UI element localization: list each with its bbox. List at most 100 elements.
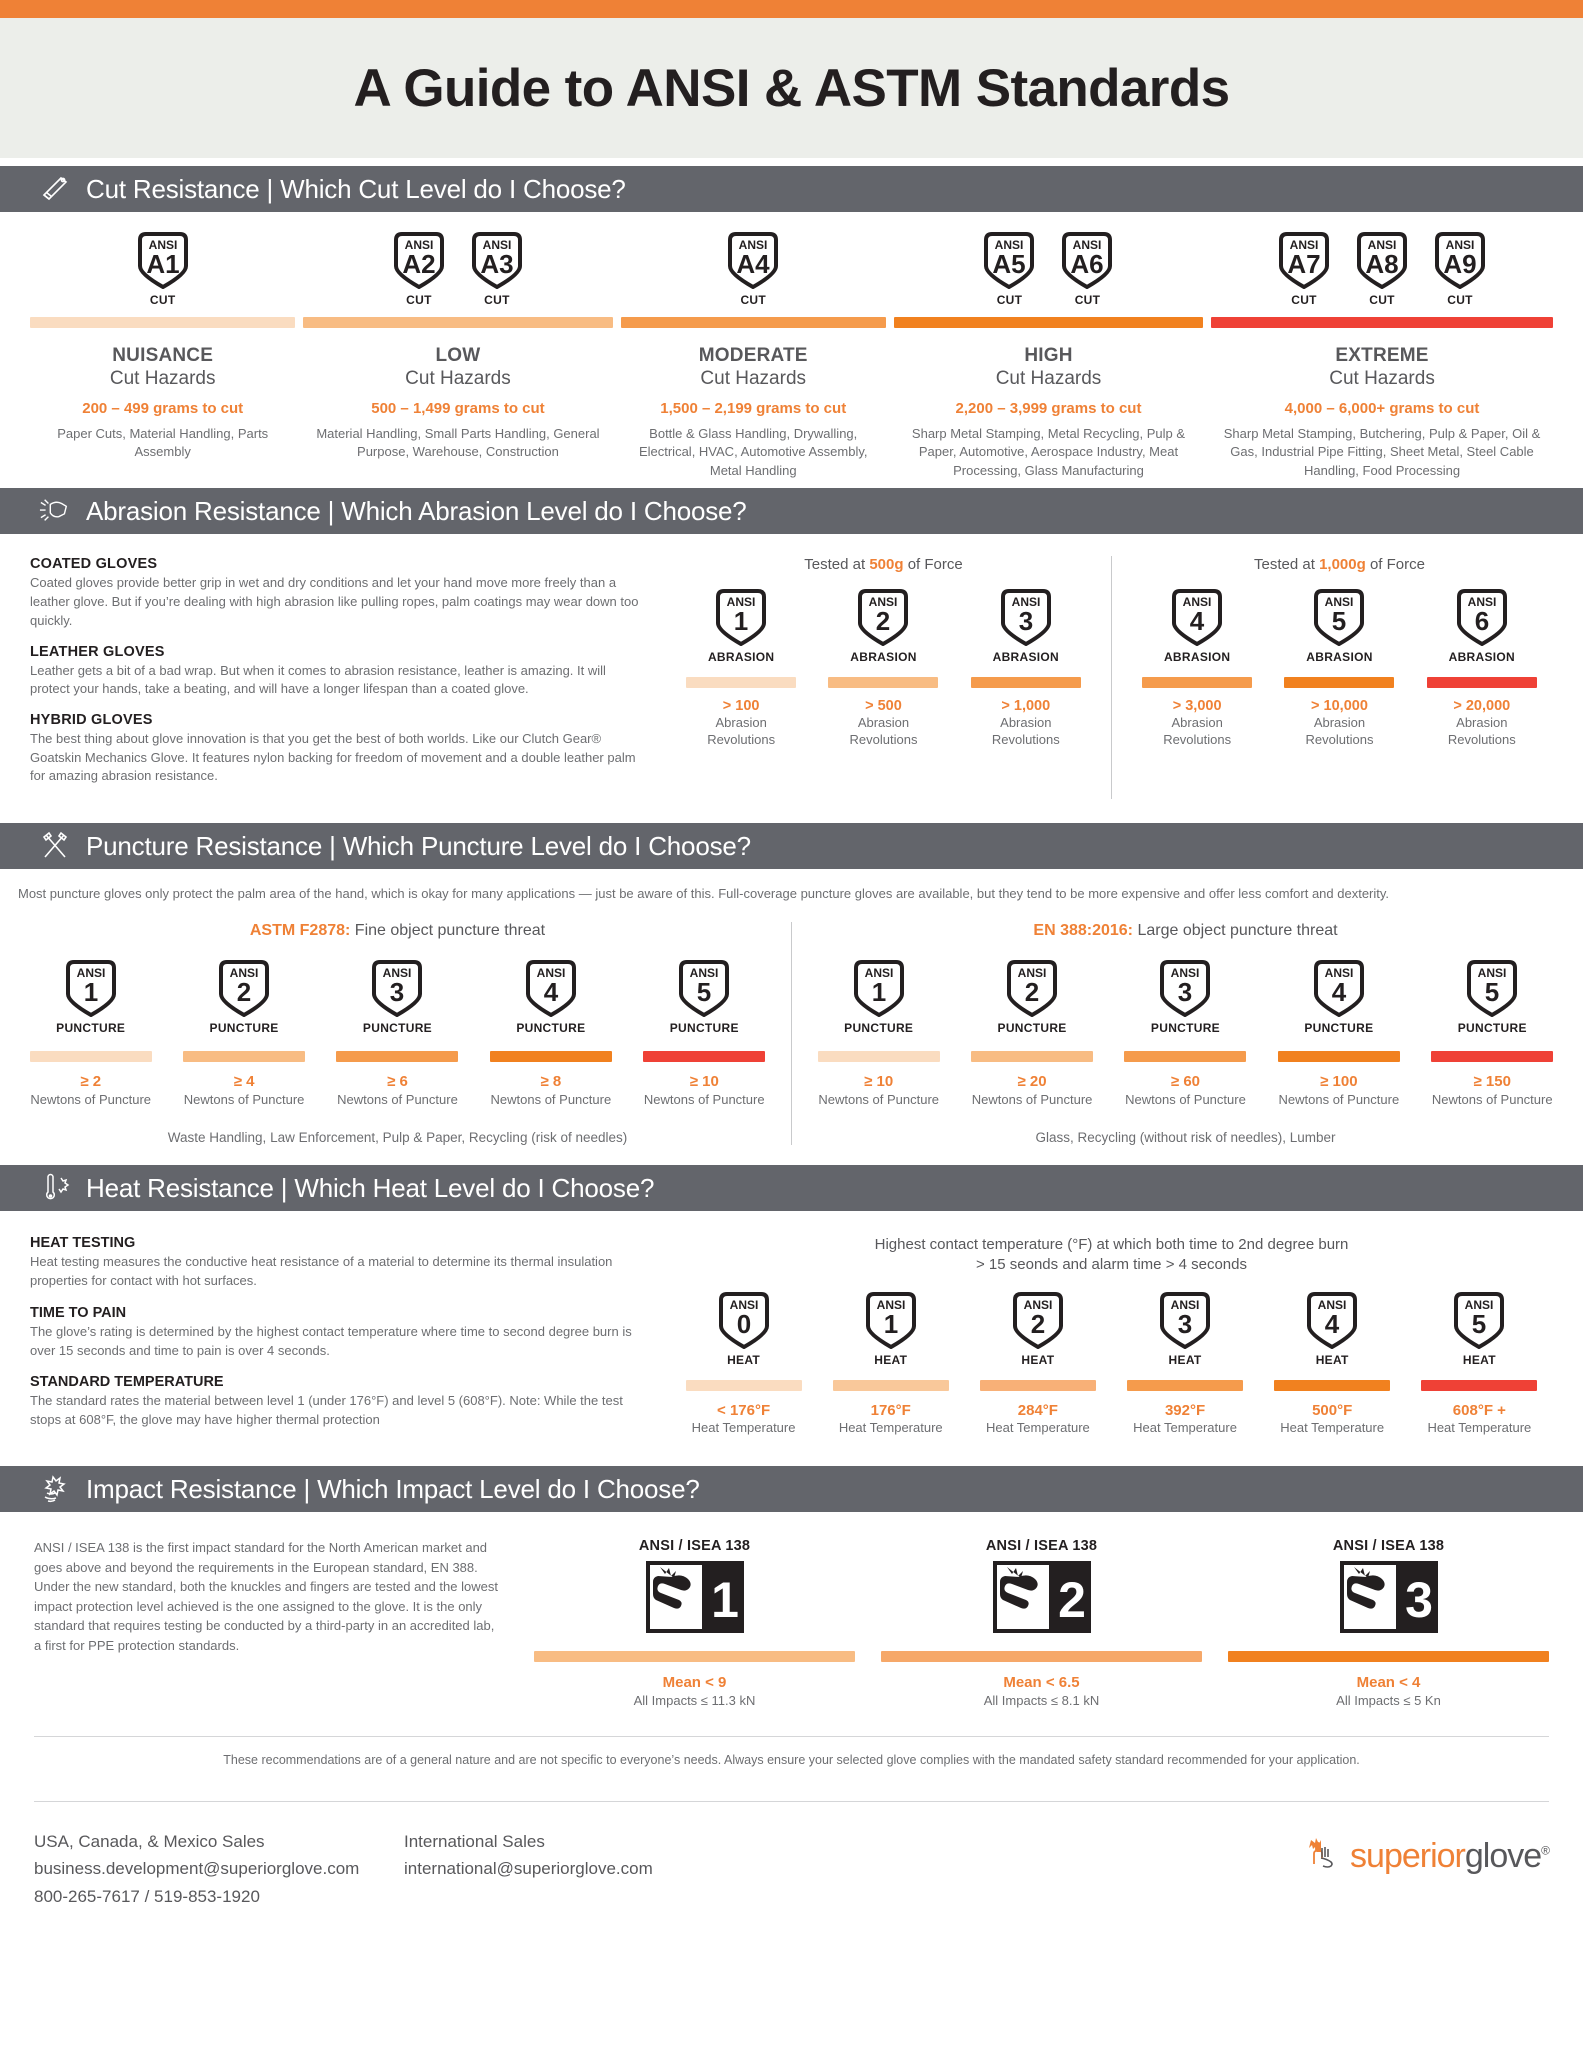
puncture-intro: Most puncture gloves only protect the pa… [18,886,1390,902]
badge-sublabel: ABRASION [1448,650,1516,665]
heat-caption: Highest contact temperature (°F) at whic… [670,1235,1553,1276]
puncture-value: ≥ 6 [387,1072,408,1090]
shield-icon: ANSI 2 [856,587,910,649]
svg-text:A2: A2 [402,249,435,279]
shield-icon: ANSI 2 [1011,1290,1065,1352]
ansi-badge: ANSI 1 PUNCTURE [818,958,940,1035]
svg-text:A7: A7 [1287,249,1320,279]
svg-text:ANSI: ANSI [1290,238,1319,252]
puncture-unit: Newtons of Puncture [337,1091,458,1107]
svg-text:2: 2 [1031,1309,1045,1339]
puncture-item: ANSI 2 PUNCTURE ≥ 4 Newtons of Puncture [183,958,306,1108]
cut-bar-wrap [1207,317,1557,328]
puncture-item: ANSI 5 PUNCTURE ≥ 10 Newtons of Puncture [643,958,766,1108]
badge-sublabel: PUNCTURE [56,1020,126,1035]
shield-icon: ANSI A2 [392,230,446,292]
cut-hazard-title: EXTREME [1335,345,1429,366]
heat-unit: Heat Temperature [1280,1419,1385,1435]
impact-standard-label: ANSI / ISEA 138 [985,1538,1098,1555]
puncture-value: ≥ 100 [1320,1072,1358,1090]
level-color-bar [1421,1379,1538,1391]
level-color-bar [1211,317,1553,328]
section-title-abrasion: Abrasion Resistance | Which Abrasion Lev… [86,495,747,526]
logo-wordmark: superiorglove® [1350,1837,1550,1876]
impact-all-value: All Impacts ≤ 11.3 kN [633,1693,756,1709]
puncture-value: ≥ 8 [540,1072,562,1090]
level-color-bar [620,317,886,328]
footer-na-title: USA, Canada, & Mexico Sales [34,1832,265,1852]
ansi-badge: ANSI A1 CUT [136,230,190,307]
ansi-badge: ANSI 2 HEAT [980,1290,1096,1367]
puncture-value: ≥ 150 [1473,1072,1511,1090]
level-color-bar [970,677,1081,689]
badge-sublabel: PUNCTURE [516,1020,586,1035]
abrasion-block-body: The best thing about glove innovation is… [30,730,636,784]
superior-glove-logo[interactable]: superiorglove® [1304,1828,1550,1879]
svg-text:5: 5 [1332,606,1346,636]
puncture-unit: Newtons of Puncture [971,1091,1093,1107]
footer-intl-email[interactable]: international@superiorglove.com [404,1859,653,1879]
level-color-bar [1228,1651,1549,1663]
puncture-item: ANSI 4 PUNCTURE ≥ 100 Newtons of Puncture [1277,958,1400,1108]
abrasion-caption-pre-1000: Tested at [1254,556,1320,574]
footer-na-phone[interactable]: 800-265-7617 / 519-853-1920 [34,1886,260,1906]
puncture-item: ANSI 5 PUNCTURE ≥ 150 Newtons of Puncture [1431,958,1554,1108]
blade-cut-icon [38,172,72,206]
abrasion-item: ANSI 5 ABRASION > 10,000 Abrasion Revolution… [1284,587,1395,749]
shield-icon: ANSI A9 [1433,230,1487,292]
cut-bar-wrap [299,317,616,328]
abrasion-item: ANSI 4 ABRASION > 3,000 Abrasion Revolutions [1142,587,1253,749]
svg-text:1: 1 [734,606,748,636]
puncture-caption-standard-en388: EN 388:2016: [1033,921,1134,939]
puncture-item: ANSI 1 PUNCTURE ≥ 2 Newtons of Puncture [29,958,152,1108]
heat-block-body: The glove’s rating is determined by the … [30,1323,632,1358]
level-color-bar [979,1379,1096,1391]
badge-sublabel: CUT [1074,293,1101,307]
shield-icon: ANSI 0 [717,1290,771,1352]
heat-value: 284°F [1017,1401,1058,1419]
cut-bar-wrap [617,317,890,328]
cut-applications: Bottle & Glass Handling, Drywalling, Ele… [638,426,868,478]
svg-text:A9: A9 [1443,249,1476,279]
ansi-badge: ANSI 4 PUNCTURE [1278,958,1400,1035]
abrasion-caption-force-500: 500g [869,556,904,574]
level-color-bar [1142,677,1253,689]
svg-text:A5: A5 [993,249,1026,279]
level-color-bar [828,677,939,689]
svg-text:2: 2 [1058,1572,1086,1628]
shield-icon: ANSI 5 [1312,587,1366,649]
ansi-badge: ANSI 3 PUNCTURE [336,958,458,1035]
impact-intro-block: ANSI / ISEA 138 is the first impact stan… [34,1538,504,1708]
puncture-unit: Newtons of Puncture [1278,1091,1400,1107]
svg-text:ANSI: ANSI [727,595,756,609]
impact-levels: ANSI / ISEA 138 1 Mean < 9 All Impacts ≤ 11… [504,1538,1549,1708]
impact-all-value: All Impacts ≤ 8.1 kN [983,1693,1100,1709]
shield-icon: ANSI 4 [1305,1290,1359,1352]
svg-text:ANSI: ANSI [230,966,259,980]
shield-icon: ANSI 1 [64,958,118,1020]
heat-caption-line2: > 15 seonds and alarm time > 4 seconds [976,1256,1247,1274]
level-color-bar [817,1050,940,1062]
level-color-bar [30,317,296,328]
abrasion-caption-post-1000: of Force [1365,556,1425,574]
cut-badge-row: ANSI A7 CUT ANSI A8 CUT ANSI A9 CUT [1207,230,1557,307]
puncture-item: ANSI 4 PUNCTURE ≥ 8 Newtons of Puncture [489,958,612,1108]
shield-icon: ANSI 4 [1170,587,1224,649]
impact-pictogram-icon: 2 [992,1561,1091,1634]
heat-item: ANSI 2 HEAT 284°F Heat Temperature [979,1290,1096,1437]
badge-sublabel: PUNCTURE [1304,1020,1374,1035]
puncture-caption-standard-astm: ASTM F2878: [249,921,351,939]
title-band: A Guide to ANSI & ASTM Standards [0,18,1583,158]
puncture-value: ≥ 2 [80,1072,102,1090]
svg-text:1: 1 [884,1309,898,1339]
shield-icon: ANSI 3 [370,958,424,1020]
logo-glove: glove [1464,1837,1542,1876]
abrasion-unit: Abrasion Revolutions [1305,715,1374,748]
heat-block-heading: HEAT TESTING [30,1235,136,1252]
ansi-badge: ANSI 2 PUNCTURE [971,958,1093,1035]
shield-icon: ANSI A7 [1277,230,1331,292]
heat-block-body: Heat testing measures the conductive hea… [30,1254,613,1288]
cut-grams-range: 2,200 – 3,999 grams to cut [955,400,1142,417]
footer-na-email[interactable]: business.development@superiorglove.com [34,1859,360,1879]
heat-value: 608°F + [1452,1401,1506,1419]
